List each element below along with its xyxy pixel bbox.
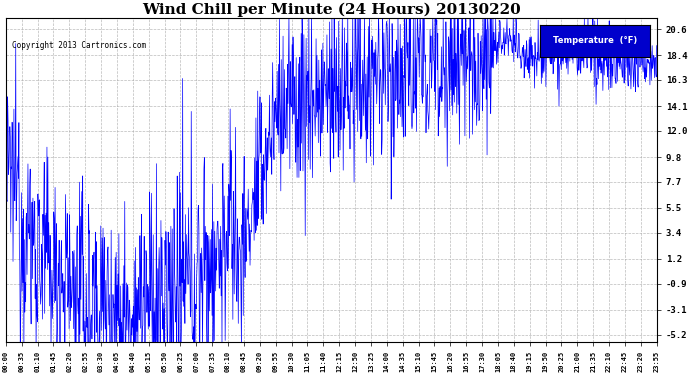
Title: Wind Chill per Minute (24 Hours) 20130220: Wind Chill per Minute (24 Hours) 2013022… — [142, 3, 521, 17]
Text: Copyright 2013 Cartronics.com: Copyright 2013 Cartronics.com — [12, 41, 146, 50]
